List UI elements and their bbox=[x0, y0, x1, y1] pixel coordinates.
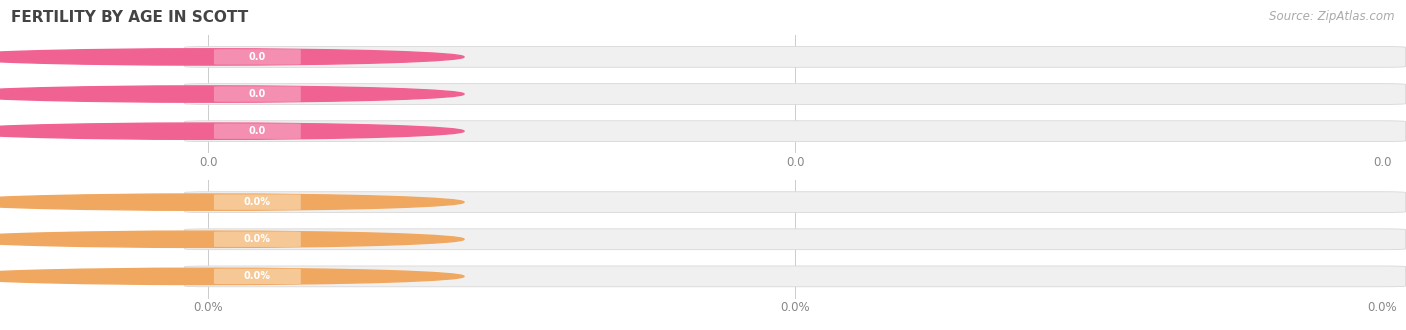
Circle shape bbox=[0, 268, 464, 284]
FancyBboxPatch shape bbox=[202, 86, 215, 102]
Circle shape bbox=[0, 194, 464, 210]
Text: 0.0%: 0.0% bbox=[243, 271, 271, 281]
FancyBboxPatch shape bbox=[184, 121, 1406, 142]
FancyBboxPatch shape bbox=[202, 123, 215, 139]
FancyBboxPatch shape bbox=[202, 231, 215, 247]
Circle shape bbox=[0, 123, 464, 139]
Text: FERTILITY BY AGE IN SCOTT: FERTILITY BY AGE IN SCOTT bbox=[11, 10, 249, 25]
Text: 0.0: 0.0 bbox=[249, 52, 266, 62]
FancyBboxPatch shape bbox=[184, 192, 1406, 213]
FancyBboxPatch shape bbox=[184, 83, 1406, 104]
Text: 0.0: 0.0 bbox=[249, 89, 266, 99]
FancyBboxPatch shape bbox=[214, 49, 301, 65]
Circle shape bbox=[0, 49, 464, 65]
FancyBboxPatch shape bbox=[214, 123, 301, 139]
Text: 0.0: 0.0 bbox=[249, 126, 266, 136]
FancyBboxPatch shape bbox=[184, 47, 1406, 67]
Circle shape bbox=[0, 86, 464, 102]
Text: 0.0%: 0.0% bbox=[243, 234, 271, 244]
Text: 0.0%: 0.0% bbox=[243, 197, 271, 207]
FancyBboxPatch shape bbox=[214, 86, 301, 102]
FancyBboxPatch shape bbox=[202, 49, 215, 65]
FancyBboxPatch shape bbox=[184, 266, 1406, 287]
Text: Source: ZipAtlas.com: Source: ZipAtlas.com bbox=[1270, 10, 1395, 23]
FancyBboxPatch shape bbox=[184, 229, 1406, 250]
FancyBboxPatch shape bbox=[214, 194, 301, 210]
FancyBboxPatch shape bbox=[214, 269, 301, 284]
FancyBboxPatch shape bbox=[202, 268, 215, 284]
FancyBboxPatch shape bbox=[214, 232, 301, 247]
Circle shape bbox=[0, 231, 464, 248]
FancyBboxPatch shape bbox=[202, 194, 215, 210]
